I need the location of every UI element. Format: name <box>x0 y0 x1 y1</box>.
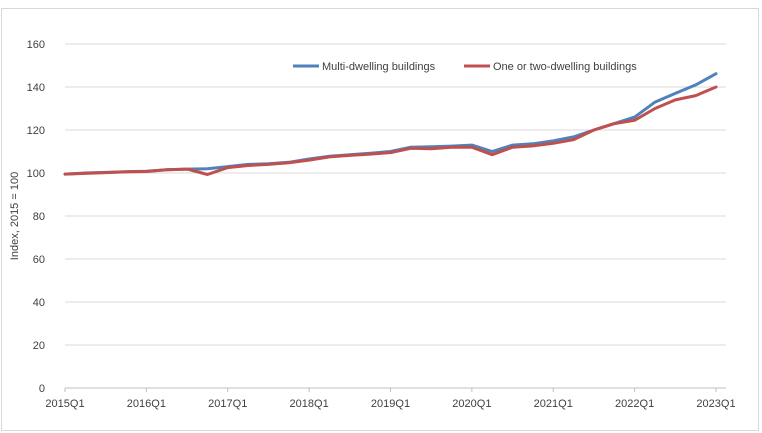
chart-frame <box>1 8 759 431</box>
x-axis-ticks: 2015Q1 2016Q1 2017Q1 2018Q1 2019Q1 2020Q1 2021… <box>45 388 736 410</box>
x-tick-label: 2018Q1 <box>290 398 329 410</box>
x-tick-label: 2020Q1 <box>452 398 491 410</box>
x-tick-label: 2021Q1 <box>534 398 573 410</box>
x-tick-label: 2023Q1 <box>696 398 735 410</box>
gridlines <box>65 43 726 346</box>
y-tick-label: 100 <box>27 168 45 180</box>
y-tick-label: 160 <box>27 39 45 51</box>
y-tick-label: 60 <box>33 254 45 266</box>
x-tick-label: 2017Q1 <box>208 398 247 410</box>
y-tick-label: 20 <box>33 340 45 352</box>
series-line-1 <box>63 85 718 176</box>
x-tick-label: 2022Q1 <box>615 398 654 410</box>
x-tick-label: 2019Q1 <box>371 398 410 410</box>
legend-label-0: Multi-dwelling buildings <box>322 61 436 73</box>
series-lines <box>63 72 718 176</box>
y-tick-label: 140 <box>27 82 45 94</box>
y-tick-label: 80 <box>33 211 45 223</box>
legend: Multi-dwelling buildings One or two-dwell… <box>293 61 637 73</box>
y-tick-label: 120 <box>27 125 45 137</box>
y-axis-title: Index, 2015 = 100 <box>9 172 21 260</box>
x-tick-label: 2016Q1 <box>127 398 166 410</box>
y-tick-label: 40 <box>33 297 45 309</box>
x-tick-label: 2015Q1 <box>45 398 84 410</box>
y-tick-label: 0 <box>39 383 45 395</box>
y-axis-ticks: 0 20 40 60 80 100 120 140 160 <box>27 39 45 395</box>
legend-label-1: One or two-dwelling buildings <box>493 61 637 73</box>
